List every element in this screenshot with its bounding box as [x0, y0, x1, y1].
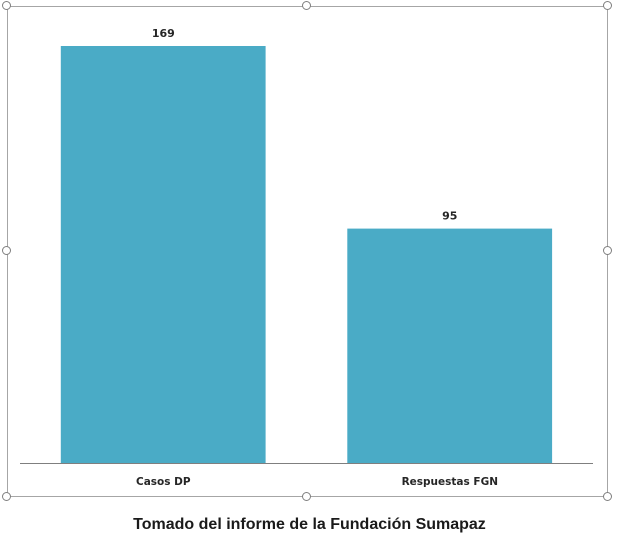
resize-handle-top-right[interactable] — [603, 1, 612, 10]
resize-handle-bottom-right[interactable] — [603, 492, 612, 501]
resize-handle-bottom-center[interactable] — [302, 492, 311, 501]
resize-handle-top-center[interactable] — [302, 1, 311, 10]
category-label-respuestas-fgn: Respuestas FGN — [402, 476, 498, 488]
data-label-casos-dp: 169 — [152, 27, 175, 40]
resize-handle-bottom-left[interactable] — [2, 492, 11, 501]
bar-respuestas-fgn — [347, 228, 553, 463]
chart-caption: Tomado del informe de la Fundación Sumap… — [133, 516, 486, 533]
resize-handle-middle-left[interactable] — [2, 246, 11, 255]
resize-handle-top-left[interactable] — [2, 1, 11, 10]
category-label-casos-dp: Casos DP — [136, 476, 191, 488]
bar-casos-dp — [60, 46, 266, 463]
bar-chart: 169 Casos DP 95 Respuestas FGN — [20, 27, 593, 488]
data-label-respuestas-fgn: 95 — [442, 210, 457, 223]
resize-handle-middle-right[interactable] — [603, 246, 612, 255]
